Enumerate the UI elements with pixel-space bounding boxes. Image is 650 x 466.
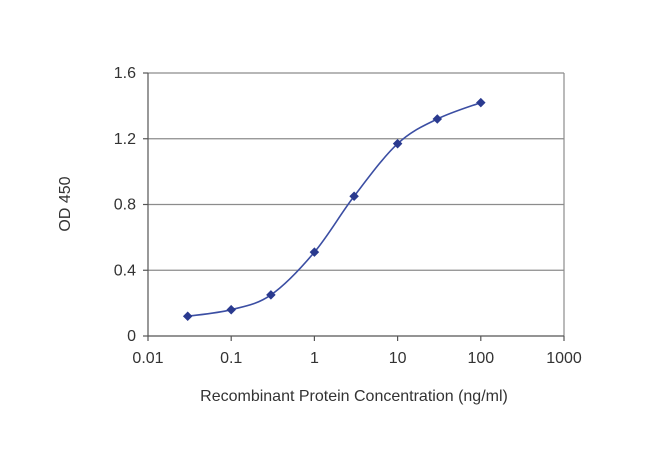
- x-tick-label: 10: [389, 350, 407, 367]
- grid-lines: [148, 72, 565, 336]
- y-tick-label: 0: [127, 328, 136, 345]
- data-point: [309, 247, 320, 257]
- data-point: [182, 311, 193, 322]
- x-tick-label: 1000: [546, 350, 582, 367]
- x-tick-label: 100: [467, 350, 494, 367]
- x-tick-label: 0.01: [132, 350, 163, 367]
- series-line-0: [187, 101, 482, 318]
- y-axis-title: OD 450: [57, 176, 74, 231]
- y-tick-label: 0.8: [114, 197, 136, 214]
- data-point: [226, 304, 236, 315]
- y-tick-label: 1.2: [114, 131, 136, 148]
- x-axis-title: Recombinant Protein Concentration (ng/ml…: [200, 388, 508, 405]
- data-point: [392, 138, 403, 149]
- x-tick-label: 0.1: [220, 350, 242, 367]
- tick-labels: 0 0.4 0.8 1.2 1.6 0.01 0.1 1 10 100 1000: [114, 65, 582, 367]
- data-series: [182, 97, 486, 322]
- data-point: [349, 191, 359, 202]
- y-tick-label: 1.6: [114, 65, 136, 82]
- data-point: [432, 114, 443, 124]
- data-point: [266, 290, 276, 300]
- data-point: [476, 97, 486, 108]
- axes: [143, 72, 565, 341]
- y-tick-label: 0.4: [114, 262, 136, 279]
- x-tick-label: 1: [310, 350, 319, 367]
